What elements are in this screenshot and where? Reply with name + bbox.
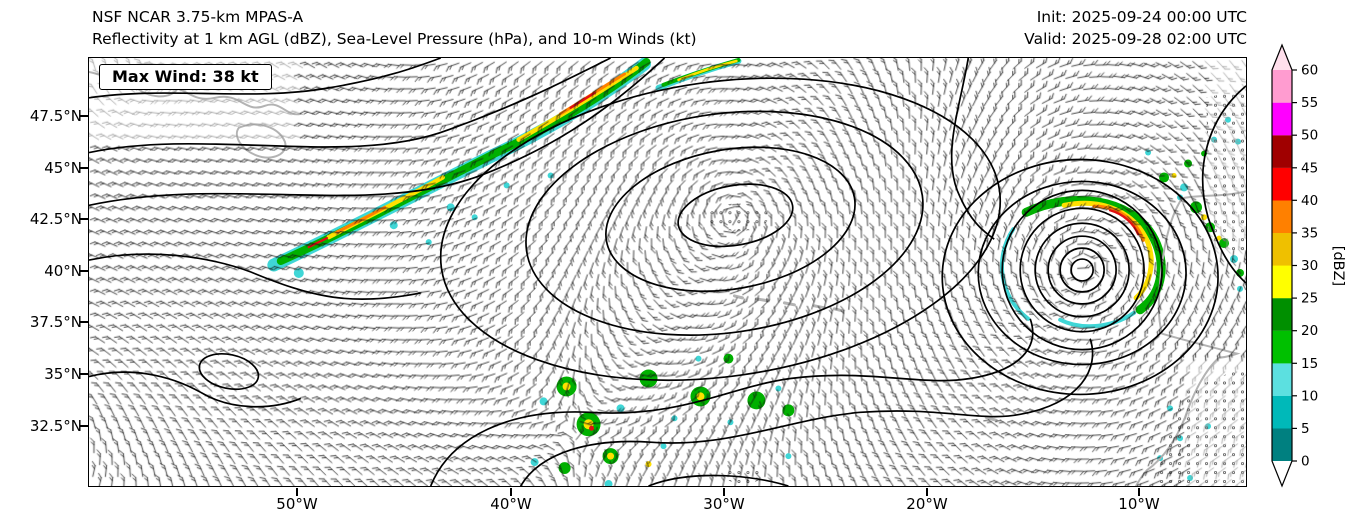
y-tick-label: 35°N <box>44 365 82 383</box>
colorbar-segment <box>1272 200 1292 233</box>
colorbar-segment <box>1272 135 1292 168</box>
colorbar-segment <box>1272 363 1292 396</box>
x-tick-mark <box>510 488 512 496</box>
y-tick-label: 37.5°N <box>29 313 82 331</box>
colorbar-segment <box>1272 232 1292 266</box>
plot-title-fields: Reflectivity at 1 km AGL (dBZ), Sea-Leve… <box>92 30 697 48</box>
plot-title-model: NSF NCAR 3.75-km MPAS-A <box>92 8 304 26</box>
colorbar-tick-label: 5 <box>1301 421 1310 437</box>
x-tick-mark <box>723 488 725 496</box>
map-plot-area: Max Wind: 38 kt <box>88 57 1247 487</box>
pressure-contours-layer <box>89 58 1246 486</box>
colorbar-tick-marks <box>1292 69 1297 462</box>
colorbar-tick-label: 30 <box>1301 258 1318 274</box>
x-tick-label: 40°W <box>490 495 532 513</box>
max-wind-annotation: Max Wind: 38 kt <box>99 64 272 90</box>
y-tick-label: 40°N <box>44 262 82 280</box>
colorbar-tick-labels: 0 5 10 15 20 25 30 35 40 45 50 55 60 <box>1301 63 1318 470</box>
colorbar-segment <box>1272 298 1292 331</box>
wind-barbs-layer <box>89 58 1246 486</box>
colorbar-segment <box>1272 167 1292 201</box>
y-tick-label: 45°N <box>44 159 82 177</box>
colorbar-segment <box>1272 265 1292 299</box>
x-tick-label: 20°W <box>906 495 948 513</box>
y-tick-mark <box>80 115 88 117</box>
colorbar-segment <box>1272 330 1292 364</box>
y-tick-label: 32.5°N <box>29 417 82 435</box>
x-tick-mark <box>296 488 298 496</box>
x-tick-label: 10°W <box>1118 495 1160 513</box>
max-wind-label: Max Wind: 38 kt <box>112 67 259 86</box>
y-tick-mark <box>80 373 88 375</box>
y-tick-mark <box>80 270 88 272</box>
colorbar: 0 5 10 15 20 25 30 35 40 45 50 55 60 <box>1271 43 1318 488</box>
colorbar-segment <box>1272 428 1292 462</box>
colorbar-unit-label: [dBZ] <box>1330 245 1347 287</box>
colorbar-segments <box>1272 45 1292 486</box>
colorbar-tick-label: 55 <box>1301 95 1318 111</box>
x-tick-label: 50°W <box>276 495 318 513</box>
y-tick-mark <box>80 425 88 427</box>
colorbar-segment <box>1272 395 1292 429</box>
colorbar-tick-label: 40 <box>1301 193 1318 209</box>
colorbar-arrow-below <box>1272 461 1292 486</box>
colorbar-tick-label: 15 <box>1301 356 1318 372</box>
colorbar-tick-label: 50 <box>1301 128 1318 144</box>
pressure-contours <box>89 58 1246 486</box>
valid-time: Valid: 2025-09-28 02:00 UTC <box>1024 30 1247 48</box>
y-tick-mark <box>80 218 88 220</box>
colorbar-tick-label: 45 <box>1301 160 1318 176</box>
colorbar-segment <box>1272 70 1292 103</box>
colorbar-tick-label: 25 <box>1301 291 1318 307</box>
colorbar-segment <box>1272 102 1292 136</box>
colorbar-tick-label: 35 <box>1301 225 1318 241</box>
y-tick-mark <box>80 167 88 169</box>
x-tick-mark <box>926 488 928 496</box>
colorbar-tick-label: 0 <box>1301 454 1310 470</box>
colorbar-tick-label: 10 <box>1301 388 1318 404</box>
y-tick-label: 47.5°N <box>29 107 82 125</box>
colorbar-tick-label: 60 <box>1301 63 1318 79</box>
init-time: Init: 2025-09-24 00:00 UTC <box>1036 8 1247 26</box>
x-tick-mark <box>1138 488 1140 496</box>
x-tick-label: 30°W <box>703 495 745 513</box>
y-tick-label: 42.5°N <box>29 210 82 228</box>
colorbar-tick-label: 20 <box>1301 323 1318 339</box>
colorbar-arrow-above <box>1272 45 1292 70</box>
y-tick-mark <box>80 321 88 323</box>
